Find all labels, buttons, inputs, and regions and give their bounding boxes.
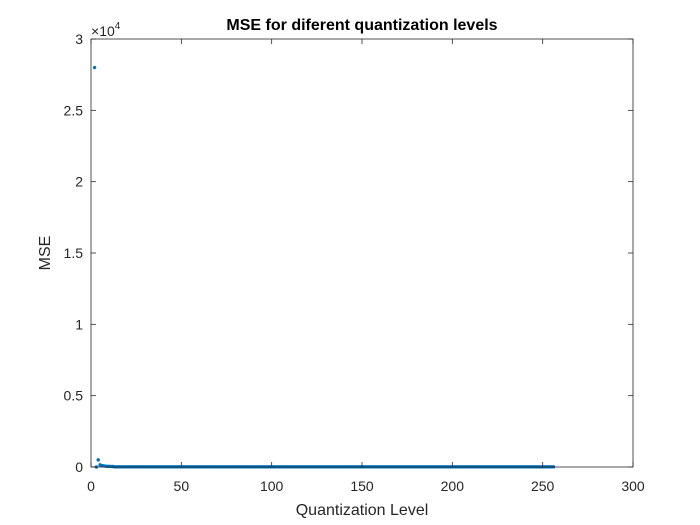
plot-area: [91, 39, 633, 467]
x-tick-label: 0: [87, 478, 95, 494]
x-tick-label: 300: [621, 478, 645, 494]
x-tick-label: 250: [531, 478, 555, 494]
x-tick-label: 50: [174, 478, 190, 494]
data-point: [93, 66, 96, 69]
y-tick-label: 0: [75, 459, 83, 475]
exponent-prefix: ×: [91, 23, 99, 39]
y-tick-label: 3: [75, 31, 83, 47]
y-tick-label: 0.5: [64, 388, 84, 404]
x-tick-label: 100: [260, 478, 284, 494]
data-point: [97, 458, 100, 461]
exponent-power: 4: [115, 21, 121, 32]
exponent-base: 10: [99, 23, 115, 39]
chart-title: MSE for diferent quantization levels: [226, 17, 497, 34]
y-tick-label: 1.5: [64, 245, 84, 261]
x-tick-label: 200: [441, 478, 465, 494]
y-tick-label: 2.5: [64, 102, 84, 118]
y-tick-label: 1: [75, 316, 83, 332]
y-tick-label: 2: [75, 174, 83, 190]
y-axis-label: MSE: [37, 236, 54, 271]
x-axis-label: Quantization Level: [296, 502, 429, 519]
x-tick-label: 150: [350, 478, 374, 494]
